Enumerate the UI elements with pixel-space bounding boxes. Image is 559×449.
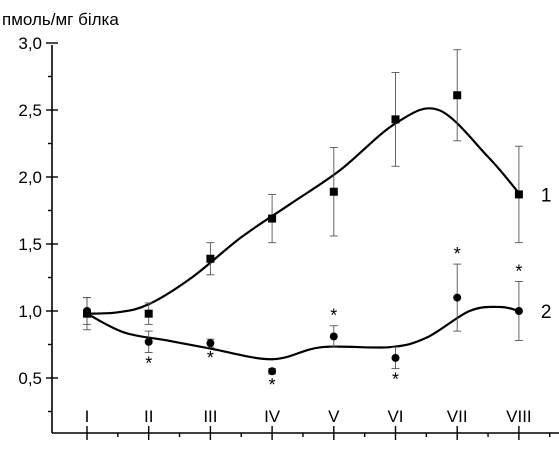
significance-star: * xyxy=(454,244,461,264)
y-tick-label: 1,0 xyxy=(18,302,42,321)
ticks: 0,51,01,52,02,53,0I II III IV V VI VII VIII xyxy=(18,34,551,440)
significance-star: * xyxy=(330,306,337,326)
x-tick-label: I xyxy=(85,407,90,426)
circle-marker xyxy=(83,307,91,315)
data-markers xyxy=(83,91,523,376)
square-marker xyxy=(329,187,338,196)
square-marker xyxy=(391,115,400,124)
series-2-curve xyxy=(86,305,520,361)
series-label-2: 2 xyxy=(541,302,552,323)
axes xyxy=(51,45,559,434)
x-tick-label: II xyxy=(144,407,153,426)
x-tick-label: IV xyxy=(264,407,281,426)
y-tick-label: 3,0 xyxy=(18,34,42,53)
square-marker xyxy=(268,214,277,223)
x-tick-label: V xyxy=(328,407,340,426)
circle-marker xyxy=(206,339,215,348)
circle-marker xyxy=(453,293,462,302)
significance-markers: * * * * * * * xyxy=(145,244,522,395)
y-axis-label: пмоль/мг білка xyxy=(2,10,119,29)
y-tick-label: 2,0 xyxy=(18,168,42,187)
significance-star: * xyxy=(392,370,399,390)
series-labels: 12 xyxy=(541,185,552,323)
x-tick-label: VIII xyxy=(506,407,532,426)
circle-marker xyxy=(329,332,338,341)
significance-star: * xyxy=(207,348,214,368)
circle-marker xyxy=(391,353,400,362)
square-marker xyxy=(514,190,523,199)
x-tick-label: III xyxy=(203,407,217,426)
significance-star: * xyxy=(145,354,152,374)
x-tick-label: VII xyxy=(447,407,468,426)
significance-star: * xyxy=(269,375,276,395)
significance-star: * xyxy=(515,262,522,282)
square-marker xyxy=(144,309,153,318)
circle-marker xyxy=(514,307,523,315)
y-tick-label: 1,5 xyxy=(18,235,42,254)
series-curves xyxy=(86,107,520,361)
square-marker xyxy=(453,91,462,100)
x-tick-label: VI xyxy=(387,407,403,426)
circle-marker xyxy=(268,367,277,376)
series-1-curve xyxy=(86,107,520,315)
circle-marker xyxy=(144,337,153,346)
square-marker xyxy=(206,254,215,263)
series-label-1: 1 xyxy=(541,185,552,206)
y-tick-label: 0,5 xyxy=(18,369,42,388)
y-tick-label: 2,5 xyxy=(18,101,42,120)
